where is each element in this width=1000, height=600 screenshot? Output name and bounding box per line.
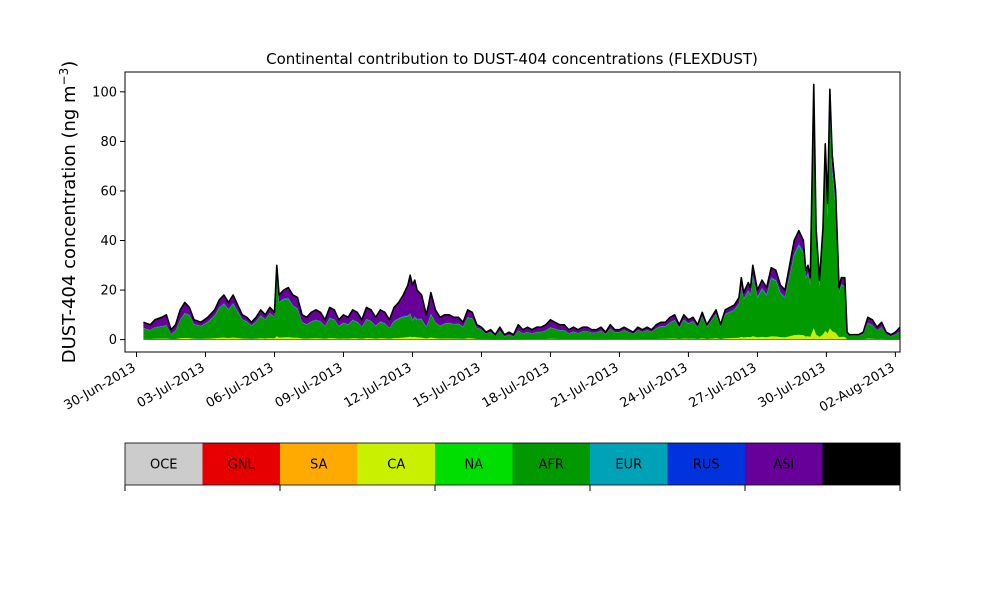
legend-label-ca: CA: [387, 458, 405, 473]
x-tick-label: 03-Jul-2013: [135, 360, 208, 411]
legend-swatch-eur: [590, 443, 668, 485]
legend-label-oce: OCE: [150, 458, 178, 473]
legend-frame: [124, 442, 901, 486]
legend-label-sa: SA: [310, 458, 327, 473]
colorbar-legend: OCE GNL SA CA NA AFR EUR RUS ASI AUS: [124, 442, 901, 491]
y-tick-label: 60: [100, 184, 117, 199]
x-tick-label: 09-Jul-2013: [273, 360, 346, 411]
x-tick-label: 06-Jul-2013: [204, 360, 277, 411]
y-axis-label-sup: −3: [57, 68, 71, 86]
y-tick-label: 40: [100, 234, 117, 249]
y-tick-label: 20: [100, 284, 117, 299]
x-tick-label: 21-Jul-2013: [549, 360, 622, 411]
legend-swatch-ca: [357, 443, 436, 485]
x-tick-label: 27-Jul-2013: [687, 360, 760, 411]
legend-label-gnl: GNL: [228, 458, 256, 473]
x-axis: 30-Jun-201303-Jul-201306-Jul-201309-Jul-…: [62, 352, 897, 416]
chart-title: Continental contribution to DUST-404 con…: [266, 50, 758, 68]
area-ca: [143, 328, 900, 340]
y-axis: 0 20 40 60 80 100: [92, 85, 125, 348]
legend-swatch-afr: [512, 443, 591, 485]
area-aus-outline: [143, 83, 901, 336]
x-tick-label: 12-Jul-2013: [342, 360, 415, 411]
y-tick-label: 80: [100, 135, 117, 150]
legend-swatch-na: [435, 443, 513, 485]
legend-label-asi: ASI: [773, 458, 794, 473]
y-axis-label-main: DUST-404 concentration (ng m: [59, 85, 80, 363]
legend-label-rus: RUS: [693, 458, 720, 473]
legend-swatch-rus: [667, 443, 746, 485]
plot-area: [143, 83, 901, 340]
plot-frame: [124, 71, 901, 353]
area-afr: [143, 111, 900, 340]
x-tick-label: 24-Jul-2013: [618, 360, 691, 411]
legend-label-eur: EUR: [615, 458, 642, 473]
legend-label-afr: AFR: [539, 458, 564, 473]
legend-swatch-asi: [745, 443, 823, 485]
y-tick-label: 100: [92, 85, 117, 100]
y-tick-label: 0: [109, 333, 117, 348]
legend-label-aus: AUS: [848, 458, 875, 473]
y-axis-label: DUST-404 concentration (ng m−3): [57, 61, 80, 364]
legend-swatch-sa: [280, 443, 358, 485]
y-axis-label-close: ): [59, 61, 80, 68]
legend-swatch-aus: [822, 443, 901, 485]
x-tick-label: 15-Jul-2013: [411, 360, 484, 411]
legend-swatch-gnl: [202, 443, 281, 485]
x-tick-label: 18-Jul-2013: [480, 360, 553, 411]
x-tick-label: 30-Jun-2013: [62, 360, 139, 413]
x-tick-label: 02-Aug-2013: [817, 360, 897, 415]
legend-swatch-oce: [125, 443, 203, 485]
legend-label-na: NA: [464, 458, 483, 473]
